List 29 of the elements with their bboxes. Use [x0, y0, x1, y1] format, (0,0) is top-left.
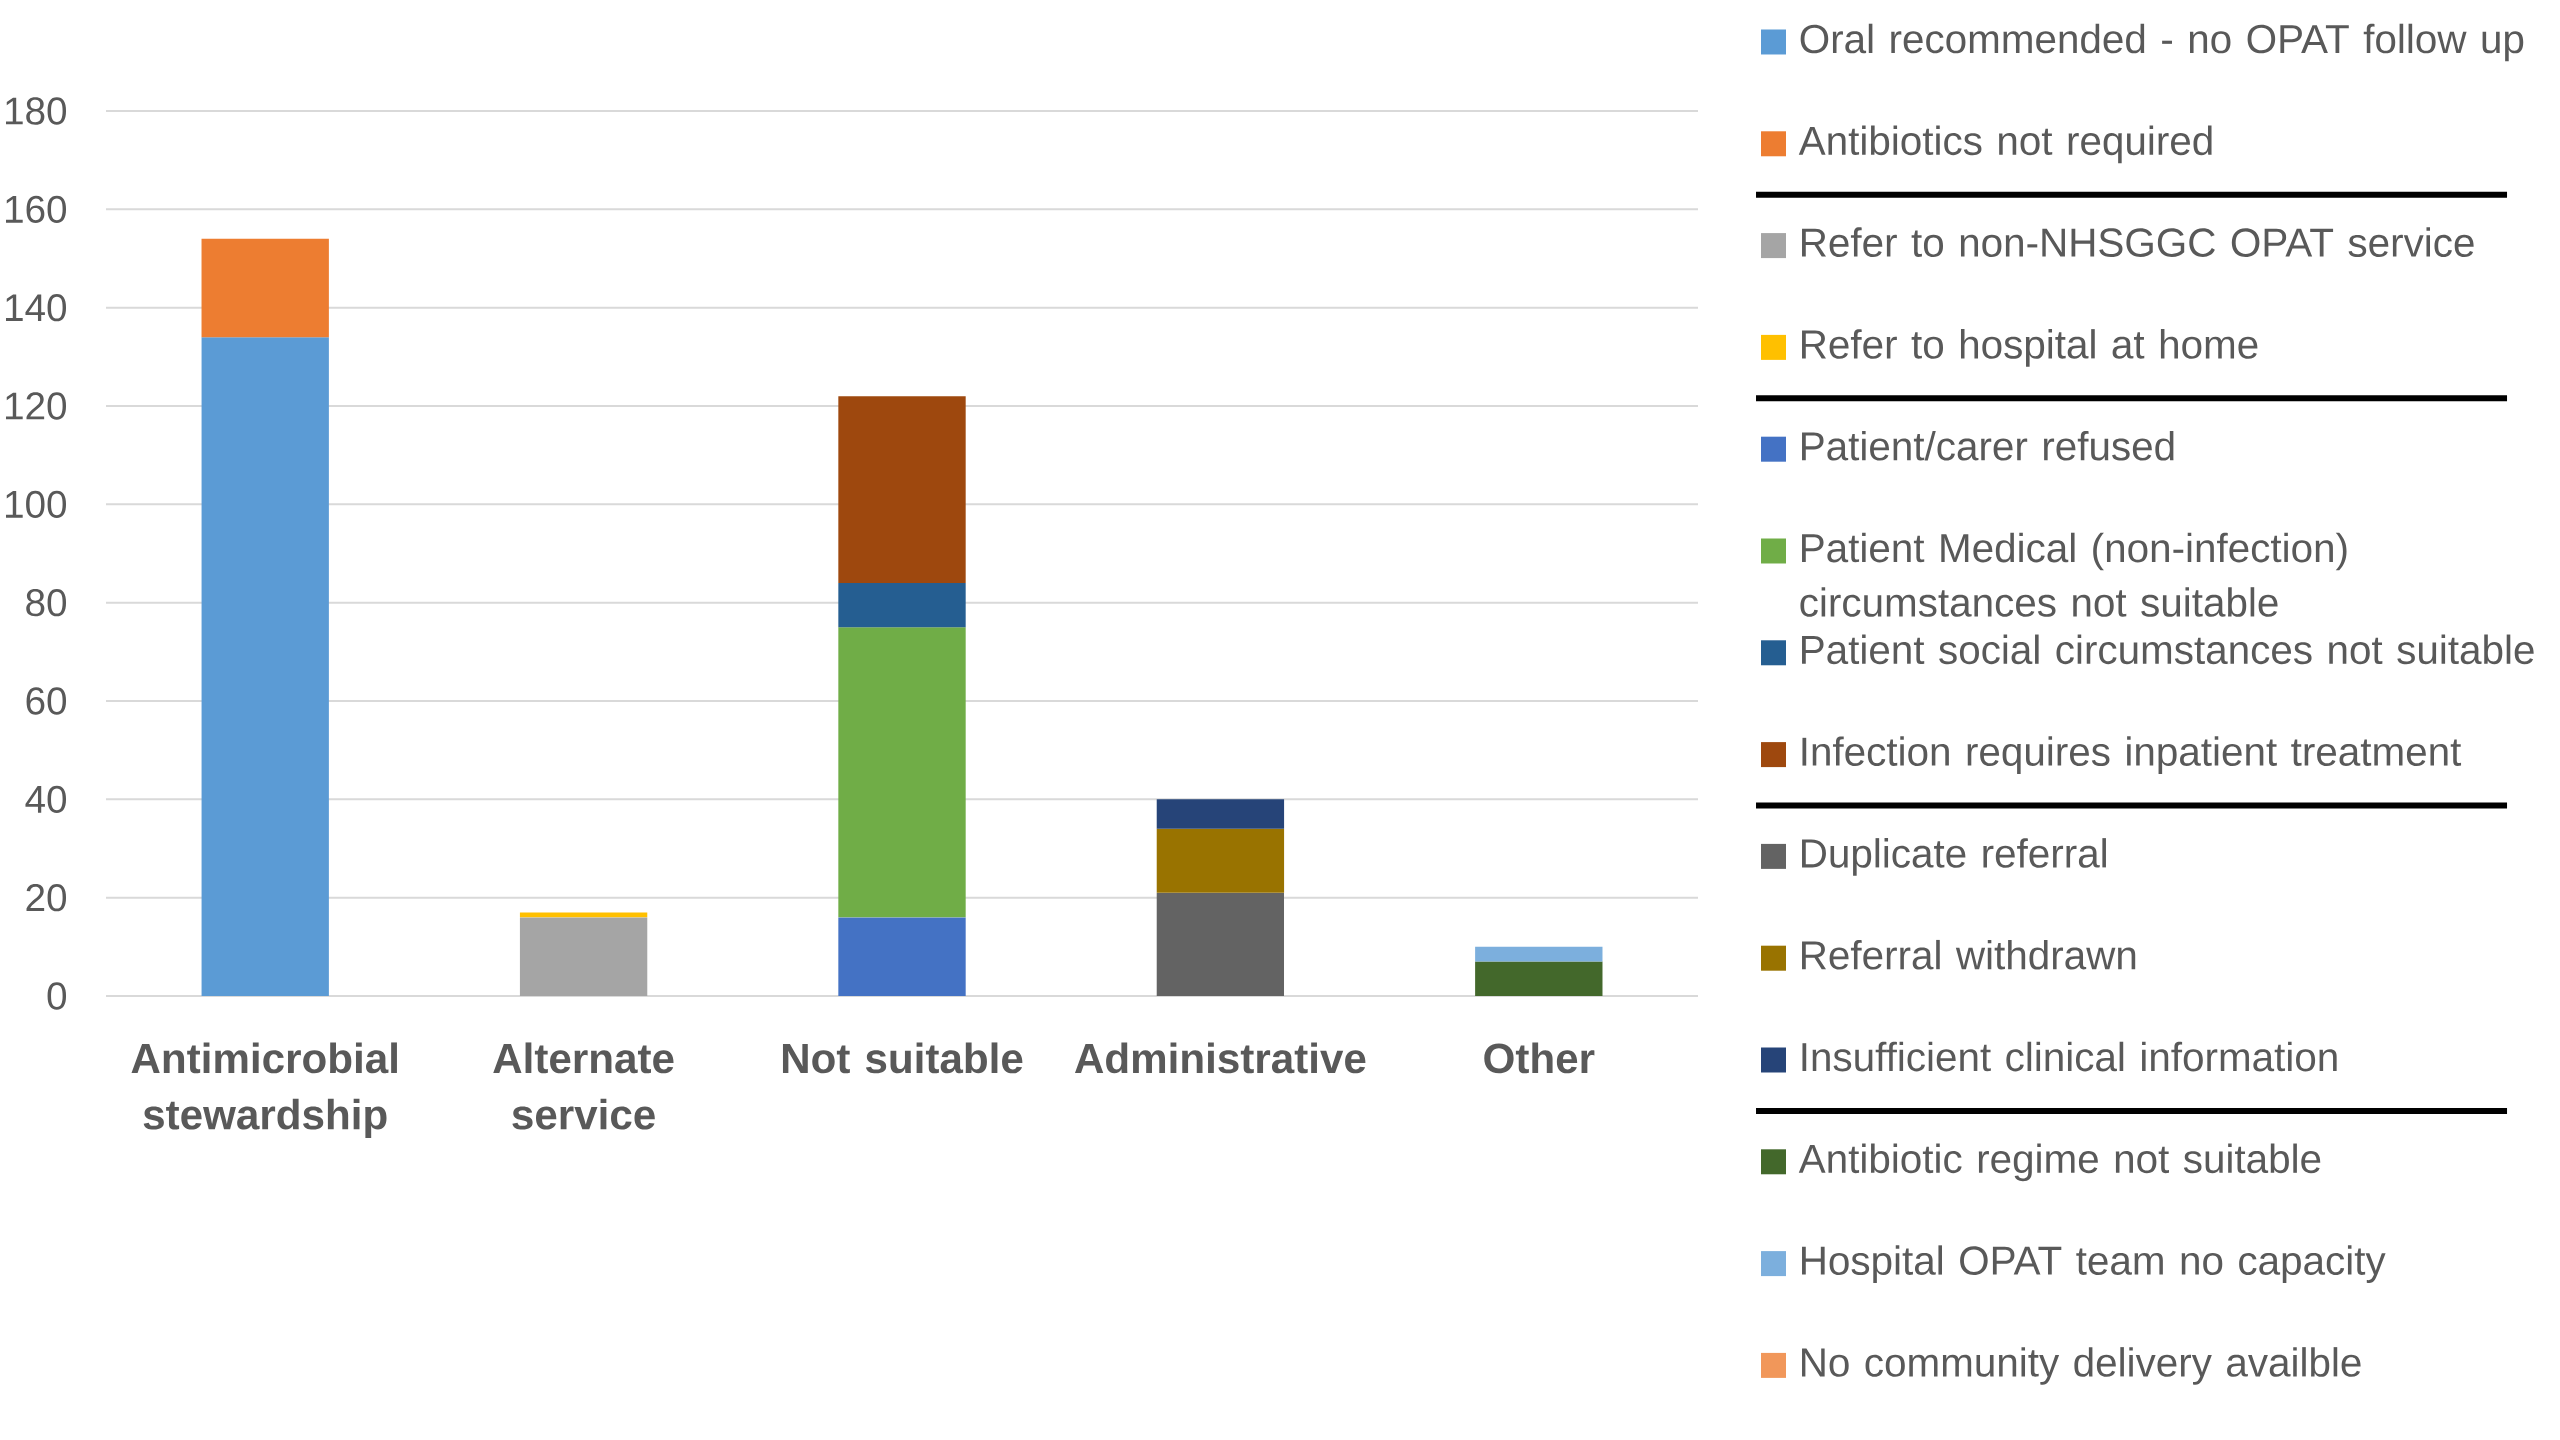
legend-label: Oral recommended - no OPAT follow up [1800, 23, 2524, 62]
y-tick-label: 40 [25, 785, 67, 814]
x-tick-label: Antimicrobial stewardship [131, 1042, 397, 1138]
legend-label: Refer to non-NHSGGC OPAT service [1802, 227, 2474, 257]
legend-label: Patient social circumstances not suitable [1802, 634, 2534, 665]
y-tick-label: 180 [6, 97, 67, 125]
y-tick-label: 100 [6, 490, 67, 519]
legend-label: Referral withdrawn [1802, 939, 2136, 970]
legend-label: Insufficient clinical information [1802, 1041, 2337, 1072]
x-tick-label: Administrative [1074, 1042, 1366, 1074]
legend-label: Infection requires inpatient treatment [1802, 736, 2462, 774]
y-tick-label: 160 [6, 195, 67, 224]
x-tick-label: Other [1484, 1042, 1595, 1074]
legend-label: Patient/carer refused [1802, 430, 2174, 461]
legend-label: Hospital OPAT team no capacity [1802, 1245, 2386, 1283]
y-tick-label: 120 [6, 392, 67, 420]
x-tick-label: Alternate service [493, 1042, 674, 1130]
y-tick-label: 0 [47, 982, 67, 1010]
legend-label: Antibiotics not required [1798, 125, 2212, 164]
y-tick-label: 80 [26, 589, 67, 617]
y-tick-label: 140 [6, 294, 67, 322]
legend-label: No community delivery availble [1802, 1347, 2361, 1385]
legend-label: Refer to hospital at home [1802, 329, 2258, 367]
legend-label: Patient Medical (non-infection) circumstances not suitable [1800, 532, 2347, 617]
legend-label: Antibiotic regime not suitable [1798, 1143, 2321, 1182]
legend-label: Duplicate referral [1802, 838, 2106, 876]
x-tick-label: Not suitable [782, 1042, 1023, 1074]
y-tick-label: 60 [26, 687, 67, 715]
y-tick-label: 20 [26, 884, 67, 912]
